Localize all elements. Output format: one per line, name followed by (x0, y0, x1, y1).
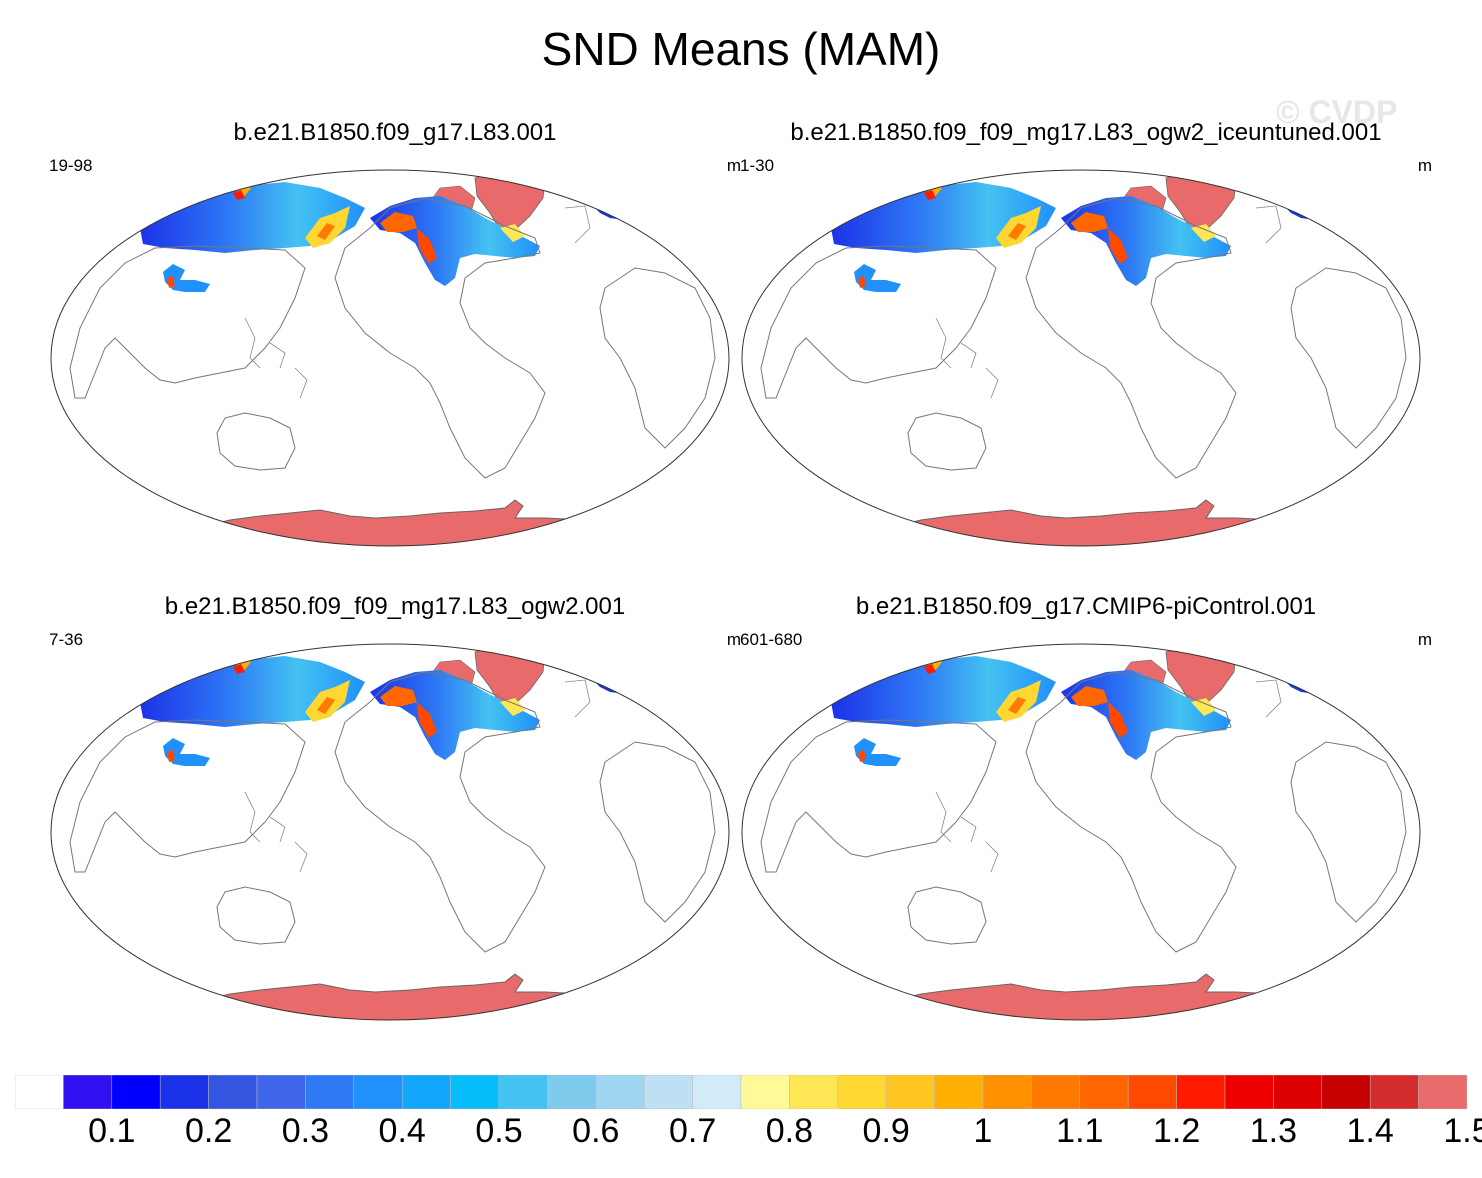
colorbar-tick-label: 0.2 (184, 1112, 233, 1150)
colorbar-box (353, 1075, 403, 1109)
colorbar-box (111, 1075, 161, 1109)
panel-title: b.e21.B1850.f09_g17.CMIP6-piControl.001 (855, 593, 1317, 620)
colorbar-box (1321, 1075, 1371, 1109)
colorbar-tick-label: 0.6 (572, 1112, 620, 1150)
colorbar-box (450, 1075, 500, 1109)
world-map (50, 643, 730, 1021)
colorbar-box (1079, 1075, 1129, 1109)
map-panel-2: b.e21.B1850.f09_f09_mg17.L83_ogw2_iceunt… (736, 118, 1436, 588)
colorbar-box (498, 1075, 548, 1109)
colorbar-box (595, 1075, 645, 1109)
colorbar-box (1031, 1075, 1081, 1109)
colorbar-box (789, 1075, 839, 1109)
colorbar-box (837, 1075, 887, 1109)
panel-title: b.e21.B1850.f09_g17.L83.001 (233, 119, 557, 146)
colorbar (15, 1075, 1467, 1109)
colorbar-box (692, 1075, 742, 1109)
colorbar-box (63, 1075, 113, 1109)
watermark: © CVDP (1276, 94, 1398, 130)
colorbar-tick-label: 0.7 (668, 1112, 717, 1150)
panel-years: 7-36 (49, 630, 84, 649)
panel-units: m (726, 156, 741, 175)
map-panel-4: b.e21.B1850.f09_g17.CMIP6-piControl.001 … (736, 592, 1436, 1062)
colorbar-box (1369, 1075, 1419, 1109)
map-panel-3: b.e21.B1850.f09_f09_mg17.L83_ogw2.001 7-… (45, 592, 745, 1062)
panel-title: b.e21.B1850.f09_f09_mg17.L83_ogw2.001 (164, 593, 626, 620)
colorbar-box (982, 1075, 1032, 1109)
colorbar-box (885, 1075, 935, 1109)
panel-units: m (726, 630, 741, 649)
colorbar-box (643, 1075, 693, 1109)
colorbar-tick-label: 1.3 (1249, 1112, 1298, 1150)
colorbar-box (305, 1075, 355, 1109)
colorbar-tick-label: 0.4 (378, 1112, 426, 1150)
colorbar-tick-label: 1.5 (1443, 1112, 1482, 1150)
world-map (50, 169, 730, 547)
colorbar-box (15, 1075, 64, 1109)
colorbar-tick-label: 1.1 (1056, 1112, 1104, 1150)
panel-years: 601-680 (740, 630, 803, 649)
panel-units: m (1417, 630, 1432, 649)
colorbar-box (934, 1075, 984, 1109)
colorbar-box (256, 1075, 306, 1109)
colorbar-tick-label: 0.1 (88, 1112, 136, 1150)
colorbar-box (1176, 1075, 1226, 1109)
panel-title: b.e21.B1850.f09_f09_mg17.L83_ogw2_iceunt… (790, 119, 1382, 146)
colorbar-tick-label: 0.3 (281, 1112, 330, 1150)
colorbar-tick-label: 1.2 (1152, 1112, 1201, 1150)
colorbar-box (1224, 1075, 1274, 1109)
colorbar-tick-label: 0.5 (475, 1112, 523, 1150)
world-map (741, 643, 1421, 1021)
colorbar-tick-label: 0.9 (862, 1112, 910, 1150)
page-title: SND Means (MAM) (541, 23, 941, 75)
panel-years: 19-98 (49, 156, 93, 175)
colorbar-box (1418, 1075, 1467, 1109)
colorbar-box (1127, 1075, 1177, 1109)
colorbar-box (740, 1075, 790, 1109)
panel-years: 1-30 (740, 156, 775, 175)
colorbar-tick-label: 1 (973, 1112, 993, 1150)
panel-units: m (1417, 156, 1432, 175)
map-panel-1: b.e21.B1850.f09_g17.L83.001 19-98 m (45, 118, 745, 588)
world-map (741, 169, 1421, 547)
colorbar-box (1273, 1075, 1323, 1109)
colorbar-tick-label: 1.4 (1346, 1112, 1394, 1150)
colorbar-box (401, 1075, 451, 1109)
colorbar-box (208, 1075, 258, 1109)
colorbar-box (547, 1075, 597, 1109)
colorbar-box (159, 1075, 209, 1109)
colorbar-tick-label: 0.8 (765, 1112, 814, 1150)
